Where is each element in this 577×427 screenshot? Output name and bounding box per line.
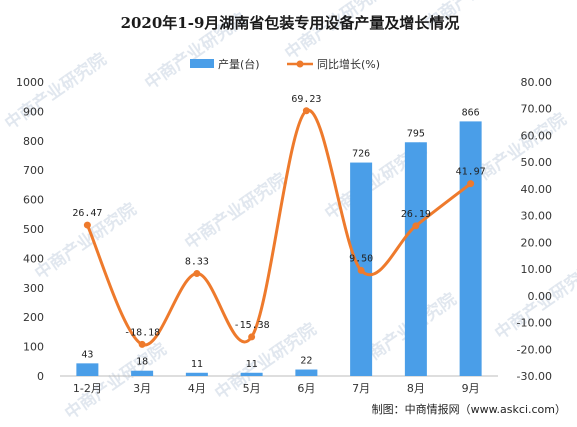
bar [459, 121, 482, 377]
line-value-label: 8.33 [185, 257, 209, 268]
right-tick-label: -10.00 [517, 317, 552, 330]
line-point [357, 266, 365, 274]
right-tick-label: 40.00 [521, 183, 553, 196]
bar-series [76, 121, 482, 377]
bar [295, 369, 318, 376]
line-point [193, 270, 201, 278]
left-tick-label: 200 [23, 311, 44, 324]
x-tick-label: 1-2月 [73, 382, 102, 395]
bar-value-label: 11 [191, 359, 203, 370]
x-tick-label: 9月 [462, 382, 480, 395]
line-value-label: 41.97 [456, 167, 486, 178]
bar-value-label: 43 [81, 349, 93, 360]
line-value-label: 26.47 [72, 208, 102, 219]
line-point [138, 340, 146, 348]
right-tick-label: 50.00 [521, 156, 553, 169]
bar-value-label: 22 [300, 356, 312, 367]
right-tick-label: 60.00 [521, 129, 553, 142]
right-tick-label: -30.00 [517, 370, 552, 383]
bar [185, 372, 208, 376]
right-tick-label: 0.00 [528, 290, 553, 303]
right-tick-label: 80.00 [521, 76, 553, 89]
bar-value-label: 18 [136, 357, 148, 368]
bar-value-label: 726 [352, 149, 370, 160]
left-tick-label: 1000 [16, 76, 44, 89]
left-axis: 0 100 200 300 400 500 600 700 800 900 1000 [16, 76, 44, 383]
line-series [83, 107, 475, 348]
left-tick-label: 600 [23, 194, 44, 207]
watermark-text: 中商产业研究院 [1, 49, 111, 134]
watermark-text: 中商产业研究院 [281, 0, 391, 64]
left-tick-label: 100 [23, 341, 44, 354]
legend-label-line: 同比增长(%) [317, 57, 380, 71]
left-tick-label: 400 [23, 252, 44, 265]
bar-value-label: 795 [407, 128, 425, 139]
source-note: 制图：中商情报网（www.askci.com） [372, 402, 566, 416]
legend-swatch-point [296, 60, 304, 68]
line-value-label: 9.50 [349, 253, 373, 264]
bar [240, 372, 263, 376]
line-point [248, 333, 256, 341]
right-axis: -30.00 -20.00 -10.00 0.00 10.00 20.00 30.00 40.… [517, 76, 552, 383]
left-tick-label: 300 [23, 282, 44, 295]
line-value-label: -15.38 [234, 320, 270, 331]
left-tick-label: 500 [23, 223, 44, 236]
right-tick-label: 10.00 [521, 263, 553, 276]
x-tick-label: 7月 [352, 382, 370, 395]
x-axis: 1-2月 3月 4月 5月 6月 7月 8月 9月 [60, 375, 498, 395]
left-tick-label: 700 [23, 164, 44, 177]
line-point [302, 107, 310, 115]
line-value-label: 26.19 [401, 209, 431, 220]
growth-line [86, 109, 472, 347]
legend-swatch-bar [190, 59, 214, 68]
x-tick-label: 6月 [297, 382, 315, 395]
bar-value-label: 866 [462, 107, 480, 118]
bar-value-label: 11 [246, 359, 258, 370]
data-labels: 43 18 11 11 22 726 795 866 26.47 -18.18 8.33 -15.38… [72, 94, 485, 370]
bar [76, 363, 99, 376]
x-tick-label: 4月 [188, 382, 206, 395]
line-point [467, 180, 475, 188]
line-value-label: -18.18 [124, 327, 160, 338]
legend-label-bar: 产量(台) [218, 57, 260, 71]
chart-title: 2020年1-9月湖南省包装专用设备产量及增长情况 [121, 14, 460, 32]
left-tick-label: 900 [23, 105, 44, 118]
bar [131, 370, 154, 376]
right-tick-label: -20.00 [517, 343, 552, 356]
line-value-label: 69.23 [291, 94, 321, 105]
legend: 产量(台) 同比增长(%) [190, 57, 380, 71]
right-tick-label: 20.00 [521, 236, 553, 249]
x-tick-label: 3月 [133, 382, 151, 395]
bar [404, 142, 427, 376]
right-tick-label: 70.00 [521, 103, 553, 116]
line-point [83, 221, 91, 229]
left-tick-label: 0 [37, 370, 44, 383]
right-tick-label: 30.00 [521, 210, 553, 223]
x-tick-label: 5月 [243, 382, 261, 395]
x-tick-label: 8月 [407, 382, 425, 395]
left-tick-label: 800 [23, 135, 44, 148]
line-point [412, 222, 420, 230]
